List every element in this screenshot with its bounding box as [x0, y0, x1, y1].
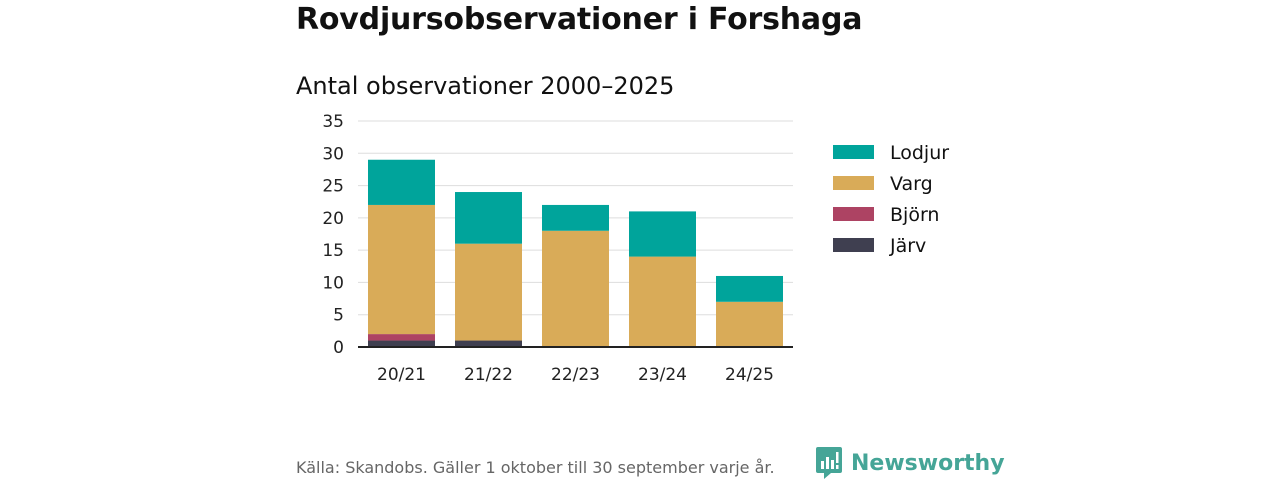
bar-lodjur-21-22[interactable] — [455, 192, 522, 244]
y-tick-label: 0 — [333, 338, 344, 358]
bar-varg-23-24[interactable] — [629, 256, 696, 347]
x-tick-label: 23/24 — [638, 365, 687, 385]
legend-swatch-järv — [833, 238, 874, 252]
x-tick-label: 22/23 — [551, 365, 600, 385]
legend-label-björn: Björn — [890, 204, 939, 226]
bar-järv-20-21[interactable] — [368, 340, 435, 347]
x-tick-label: 20/21 — [377, 365, 426, 385]
bar-varg-22-23[interactable] — [542, 230, 609, 347]
bar-lodjur-20-21[interactable] — [368, 159, 435, 205]
y-tick-label: 15 — [322, 241, 344, 261]
bar-varg-20-21[interactable] — [368, 204, 435, 335]
y-tick-label: 30 — [322, 144, 344, 164]
brand-name: Newsworthy — [851, 450, 1005, 476]
bar-björn-20-21[interactable] — [368, 334, 435, 341]
y-axis-tick-labels: 0 5 10 15 20 25 30 35 — [322, 112, 344, 358]
bar-varg-24-25[interactable] — [716, 301, 783, 347]
x-tick-label: 24/25 — [725, 365, 774, 385]
source-note: Källa: Skandobs. Gäller 1 oktober till 3… — [296, 458, 775, 477]
y-tick-label: 10 — [322, 273, 344, 293]
legend-swatch-lodjur — [833, 145, 874, 159]
bar-järv-21-22[interactable] — [455, 340, 522, 347]
chart-subtitle: Antal observationer 2000–2025 — [296, 72, 675, 100]
y-tick-label: 20 — [322, 209, 344, 229]
legend: Lodjur Varg Björn Järv — [833, 142, 949, 257]
legend-swatch-varg — [833, 176, 874, 190]
bars — [368, 159, 783, 347]
x-tick-label: 21/22 — [464, 365, 513, 385]
y-tick-label: 25 — [322, 177, 344, 197]
newsworthy-logo-icon — [816, 447, 842, 479]
chart-title: Rovdjursobservationer i Forshaga — [296, 2, 863, 37]
bar-varg-21-22[interactable] — [455, 243, 522, 341]
legend-label-varg: Varg — [890, 173, 933, 195]
brand-logo[interactable]: Newsworthy — [815, 446, 1005, 480]
bar-lodjur-24-25[interactable] — [716, 275, 783, 302]
bar-lodjur-23-24[interactable] — [629, 211, 696, 257]
y-tick-label: 35 — [322, 112, 344, 132]
y-tick-label: 5 — [333, 306, 344, 326]
legend-label-lodjur: Lodjur — [890, 142, 949, 164]
legend-swatch-björn — [833, 207, 874, 221]
x-axis-tick-labels: 20/21 21/22 22/23 23/24 24/25 — [377, 365, 774, 385]
bar-lodjur-22-23[interactable] — [542, 204, 609, 231]
legend-label-järv: Järv — [889, 235, 926, 257]
